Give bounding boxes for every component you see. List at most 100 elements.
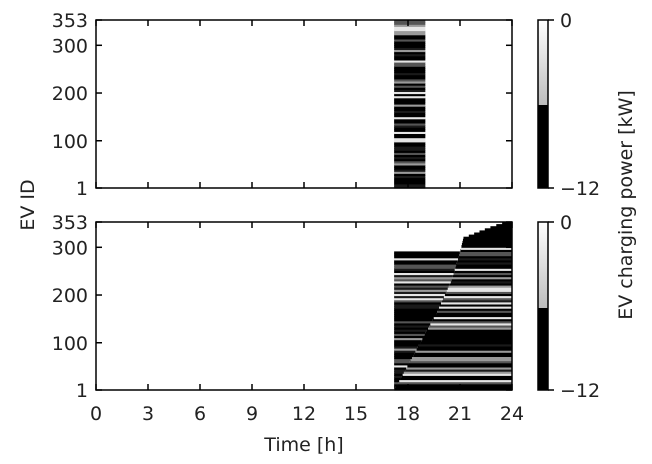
charging-stripe (456, 261, 512, 265)
x-tick-label: 24 (500, 403, 524, 425)
charging-stripe (394, 360, 410, 364)
charging-stripe (433, 316, 512, 320)
charging-stripe (394, 375, 402, 378)
x-tick-label: 3 (142, 403, 154, 425)
charging-stripe (398, 381, 512, 385)
charging-stripe (460, 249, 512, 252)
charging-stripe (394, 175, 426, 179)
charging-stripe (409, 360, 512, 364)
charging-stripe (394, 381, 399, 385)
charging-stripe (394, 62, 426, 65)
charging-stripe (420, 341, 512, 345)
charging-stripe (502, 222, 512, 225)
charging-stripe (394, 30, 426, 34)
charging-stripe (394, 137, 426, 141)
charging-stripe (394, 371, 404, 374)
charging-stripe (394, 316, 434, 320)
top-y-ticks: 1 100 200 300 353 (52, 10, 512, 200)
charging-stripe (394, 49, 426, 53)
charging-stripe (394, 152, 426, 155)
charging-stripe (394, 322, 431, 326)
charging-stripe (439, 306, 512, 309)
charging-stripe (394, 110, 426, 113)
charging-stripe (423, 335, 512, 339)
charging-stripe (394, 293, 445, 297)
charging-stripe (394, 385, 396, 389)
charging-stripe (394, 253, 460, 257)
charging-stripe (446, 289, 512, 292)
charging-stripe (440, 301, 512, 305)
charging-stripe (394, 369, 406, 372)
colorbar-frame (537, 221, 549, 391)
charging-stripe (458, 255, 512, 259)
charging-stripe (394, 125, 426, 128)
top-colorbar: 0 −12 (537, 10, 600, 200)
charging-stripe (401, 375, 512, 378)
charging-stripe (394, 95, 426, 99)
charging-stripe (394, 139, 426, 143)
charging-stripe (394, 383, 398, 387)
charging-stripe (394, 362, 409, 366)
charging-stripe (394, 24, 426, 27)
charging-stripe (394, 259, 458, 263)
charging-stripe (394, 329, 427, 332)
colorbar-min-label: −12 (560, 380, 600, 402)
charging-stripe (394, 120, 426, 124)
charging-stripe (394, 358, 411, 362)
colorbar-low-segment (538, 105, 548, 188)
charging-stripe (452, 276, 512, 280)
charging-stripe (426, 329, 512, 332)
charging-stripe (440, 303, 512, 307)
charging-stripe (394, 264, 457, 267)
charging-stripe (415, 350, 512, 353)
charging-stripe (394, 158, 426, 162)
charging-stripe (394, 297, 443, 301)
charging-stripe (394, 379, 400, 383)
y-tick-label: 1 (76, 178, 88, 200)
charging-stripe (443, 295, 512, 299)
charging-stripe (462, 240, 512, 244)
colorbar-min-label: −12 (560, 178, 600, 200)
bottom-colorbar: 0 −12 (537, 212, 600, 402)
charging-stripe (430, 322, 512, 326)
charging-stripe (425, 331, 512, 334)
charging-stripe (394, 280, 451, 284)
charging-stripe (416, 348, 512, 351)
charging-stripe (394, 350, 416, 353)
charging-stripe (397, 383, 512, 387)
bottom-x-ticks: 0 3 6 9 12 15 18 21 24 (90, 222, 524, 425)
charging-stripe (403, 371, 512, 374)
charging-stripe (394, 66, 426, 69)
charging-stripe (394, 179, 426, 183)
charging-stripe (394, 354, 414, 357)
charging-stripe (394, 257, 458, 261)
charging-stripe (413, 354, 512, 357)
charging-stripe (450, 280, 512, 284)
charging-stripe (394, 38, 426, 42)
colorbar-max-label: 0 (560, 10, 572, 32)
charging-stripe (394, 289, 447, 292)
bottom-y-ticks: 1 100 200 300 353 (52, 212, 512, 402)
y-tick-label: 353 (52, 212, 88, 234)
charging-stripe (468, 234, 512, 238)
bottom-panel: 0 3 6 9 12 15 18 21 24 1 100 200 300 353 (52, 212, 524, 425)
charging-stripe (496, 224, 512, 227)
charging-stripe (394, 41, 426, 44)
charging-stripe (424, 333, 512, 336)
charging-stripe (394, 308, 439, 311)
charging-stripe (459, 253, 512, 257)
charging-stripe (394, 80, 426, 84)
charging-stripe (405, 369, 512, 372)
charging-stripe (438, 308, 512, 311)
charging-stripe (394, 276, 453, 280)
x-tick-label: 9 (246, 403, 258, 425)
top-plot-area (96, 20, 512, 188)
charging-stripe (394, 104, 426, 107)
x-tick-label: 12 (292, 403, 316, 425)
bottom-charging-bars (394, 222, 512, 391)
charging-stripe (394, 131, 426, 134)
charging-stripe (394, 356, 412, 360)
charging-stripe (394, 278, 452, 282)
charging-stripe (394, 261, 457, 265)
charging-stripe (394, 141, 426, 145)
